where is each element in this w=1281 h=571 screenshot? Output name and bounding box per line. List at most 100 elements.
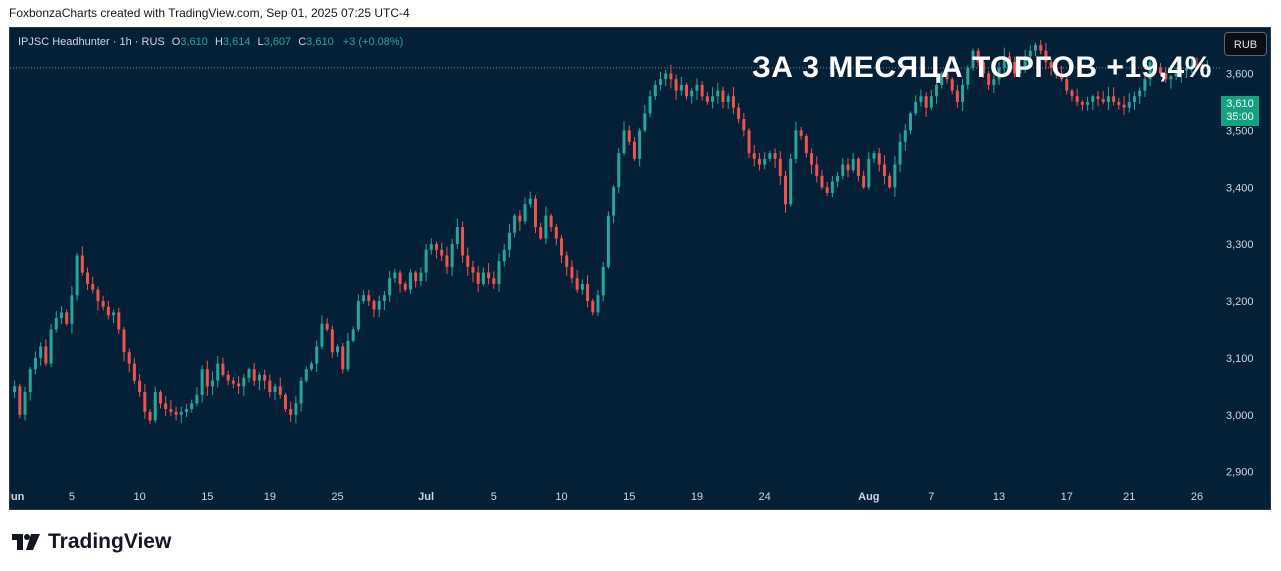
candle-body: [950, 79, 954, 91]
candle-body: [987, 73, 991, 85]
candle-body: [283, 394, 287, 410]
candlestick-plot[interactable]: 2,900 3,000 3,100 3,200 3,300 3,400 3,500 3,600…: [10, 28, 1271, 510]
candle-body: [169, 409, 173, 412]
candle-body: [1070, 90, 1074, 97]
candle-body: [398, 272, 402, 284]
candle-body: [862, 175, 866, 188]
candle-body: [377, 301, 381, 310]
candle-body: [299, 380, 303, 404]
candle-body: [190, 403, 194, 410]
candle-body: [804, 136, 808, 154]
x-tick-label: 10: [555, 491, 567, 503]
candle-body: [898, 141, 902, 165]
y-tick-label: 2,900: [1226, 467, 1254, 479]
candle-body: [1075, 96, 1079, 102]
candle-body: [424, 249, 428, 273]
candle-body: [1044, 50, 1048, 63]
candle-body: [867, 158, 871, 188]
candle-body: [830, 181, 834, 193]
candle-body: [1195, 65, 1199, 67]
candle-body: [65, 312, 69, 324]
candle-body: [731, 96, 735, 108]
candle-body: [362, 295, 366, 301]
x-tick-label: 25: [331, 491, 343, 503]
y-tick-label: 3,400: [1226, 182, 1254, 194]
candle-body: [851, 158, 855, 171]
candle-body: [1054, 67, 1058, 74]
candle-body: [757, 158, 761, 165]
candle-body: [18, 386, 22, 415]
candle-body: [539, 227, 543, 239]
candle-body: [408, 272, 412, 290]
candle-body: [346, 340, 350, 370]
candle-body: [664, 73, 668, 80]
chart-area[interactable]: 2,900 3,000 3,100 3,200 3,300 3,400 3,500 3,600…: [9, 27, 1271, 510]
candle-body: [211, 380, 215, 387]
y-tick-label: 3,500: [1226, 125, 1254, 137]
candle-body: [1132, 96, 1136, 102]
candle-body: [195, 394, 199, 404]
x-tick-label: Aug: [858, 491, 879, 503]
candle-body: [716, 90, 720, 97]
x-tick-label: 13: [993, 491, 1005, 503]
symbol-legend: IPJSC Headhunter · 1h · RUS O3,610 H3,61…: [18, 36, 403, 48]
candle-body: [742, 119, 746, 131]
candle-body: [1112, 96, 1116, 102]
candle-body: [1049, 62, 1053, 68]
candle-body: [184, 409, 188, 412]
candle-body: [1060, 73, 1064, 80]
candle-body: [101, 301, 105, 307]
candle-body: [59, 312, 63, 319]
candle-body: [221, 363, 225, 375]
x-tick-label: 5: [69, 491, 75, 503]
candle-body: [586, 283, 590, 301]
candle-body: [1013, 62, 1017, 74]
candle-body: [1148, 62, 1152, 80]
x-tick-label: 5: [491, 491, 497, 503]
candle-body: [825, 187, 829, 193]
candle-body: [1023, 56, 1027, 68]
tradingview-logo[interactable]: TradingView: [12, 530, 171, 554]
candle-body: [1174, 73, 1178, 77]
last-price-tag: 3,610 35:00: [1221, 96, 1259, 126]
candle-body: [148, 411, 152, 421]
candle-body: [13, 386, 17, 392]
candle-body: [268, 380, 272, 392]
candle-body: [570, 266, 574, 279]
candle-body: [929, 96, 933, 108]
close-label: C: [298, 36, 307, 48]
candle-body: [685, 84, 689, 97]
candle-body: [393, 272, 397, 279]
candle-body: [179, 411, 183, 415]
candle-body: [39, 346, 43, 358]
candle-body: [872, 153, 876, 159]
candle-body: [28, 369, 32, 392]
candle-body: [1096, 96, 1100, 100]
candle-body: [903, 130, 907, 142]
candle-body: [940, 73, 944, 85]
candle-body: [242, 377, 246, 387]
candle-body: [382, 295, 386, 301]
candle-body: [789, 158, 793, 205]
candle-body: [158, 392, 162, 404]
candle-body: [138, 380, 142, 392]
candle-body: [143, 392, 147, 412]
candle-body: [711, 96, 715, 102]
candle-body: [560, 238, 564, 256]
candle-body: [372, 301, 376, 310]
candle-body: [882, 164, 886, 176]
currency-button[interactable]: RUB: [1224, 32, 1267, 56]
candle-body: [815, 164, 819, 176]
candle-body: [966, 67, 970, 85]
open-label: O: [171, 36, 181, 48]
candle-body: [1086, 101, 1090, 105]
candle-body: [1080, 101, 1084, 105]
candle-body: [257, 374, 261, 381]
candle-body: [575, 278, 579, 290]
candle-body: [252, 369, 256, 381]
candle-body: [747, 130, 751, 154]
candle-body: [1018, 67, 1022, 74]
candle-body: [1200, 66, 1204, 69]
candle-body: [1190, 65, 1194, 68]
candle-body: [44, 346, 48, 364]
